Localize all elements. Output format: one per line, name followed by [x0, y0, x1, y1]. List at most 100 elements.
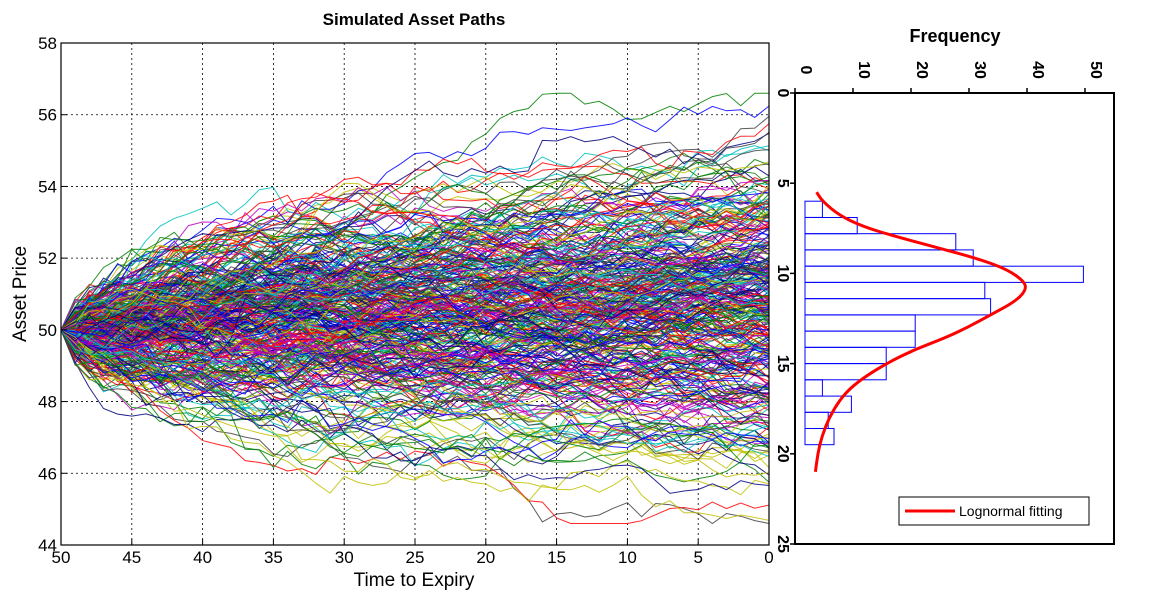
asset-path-line	[60, 274, 770, 352]
asset-path-line	[60, 261, 770, 331]
histogram-x-tick-label: 20	[913, 61, 930, 79]
histogram-y-tick-label: 5	[774, 179, 791, 188]
asset-path-line	[60, 272, 770, 336]
asset-path-line	[60, 197, 770, 331]
histogram-y-tick-label: 0	[774, 89, 791, 98]
paths-x-tick-label: 25	[406, 548, 425, 567]
asset-path-line	[60, 192, 770, 331]
asset-path-line	[60, 329, 770, 483]
asset-path-line	[60, 141, 770, 331]
histogram-bar	[804, 346, 887, 365]
asset-path-line	[60, 213, 770, 340]
asset-path-line	[60, 329, 770, 452]
asset-path-line	[60, 329, 770, 521]
asset-path-line	[60, 297, 770, 354]
asset-path-line	[60, 329, 770, 398]
asset-path-line	[60, 198, 770, 331]
histogram-bar	[804, 363, 887, 381]
asset-path-line	[60, 329, 770, 431]
asset-path-line	[60, 218, 770, 338]
paths-y-axis-label: Asset Price	[10, 246, 31, 342]
asset-path-line	[60, 329, 770, 524]
asset-path-line	[60, 329, 770, 470]
histogram-bar	[804, 281, 986, 300]
histogram-bar	[804, 395, 852, 413]
asset-path-line	[60, 162, 770, 331]
asset-path-line	[60, 329, 770, 494]
asset-path-line	[60, 149, 770, 331]
asset-path-line	[60, 200, 770, 331]
paths-x-tick-label: 15	[547, 548, 566, 567]
histogram-title: Frequency	[909, 26, 1000, 46]
asset-path-line	[60, 243, 770, 338]
paths-lines	[60, 92, 770, 525]
histogram-bar	[804, 298, 992, 316]
asset-path-line	[60, 297, 770, 392]
histogram-y-tick-label: 15	[774, 355, 791, 373]
asset-path-line	[60, 329, 770, 525]
histogram-bar	[804, 200, 823, 218]
asset-path-line	[60, 182, 770, 331]
paths-x-tick-label: 50	[52, 548, 71, 567]
asset-path-line	[60, 221, 770, 331]
paths-x-tick-label: 10	[618, 548, 637, 567]
histogram-bar	[804, 330, 916, 348]
asset-path-line	[60, 190, 770, 331]
lognormal-fit-curve	[813, 191, 1027, 472]
asset-path-line	[60, 260, 770, 357]
paths-x-tick-label: 5	[693, 548, 702, 567]
asset-path-line	[60, 301, 770, 357]
asset-path-line	[60, 329, 770, 402]
asset-path-line	[60, 329, 770, 375]
asset-path-line	[60, 329, 770, 387]
asset-path-line	[60, 170, 770, 331]
asset-path-line	[60, 329, 770, 454]
asset-path-line	[60, 211, 770, 331]
asset-path-line	[60, 329, 770, 464]
histogram-x-tick-label: 10	[855, 61, 872, 79]
asset-path-line	[60, 320, 770, 386]
asset-path-line	[60, 266, 770, 355]
paths-y-tick-label: 56	[38, 106, 57, 125]
paths-y-tick-label: 54	[38, 177, 57, 196]
histogram-plot-frame	[794, 92, 1115, 545]
paths-y-tick-label: 50	[38, 321, 57, 340]
asset-path-line	[60, 212, 770, 331]
asset-path-line	[60, 322, 770, 390]
asset-path-line	[60, 294, 770, 396]
paths-x-tick-label: 0	[764, 548, 773, 567]
asset-path-line	[60, 200, 770, 331]
asset-path-line	[60, 161, 770, 331]
asset-path-line	[60, 280, 770, 386]
asset-path-line	[60, 123, 770, 335]
paths-x-axis-label: Time to Expiry	[354, 570, 475, 591]
paths-y-tick-label: 58	[38, 34, 57, 53]
histogram-y-tick-label: 25	[774, 535, 791, 553]
asset-path-line	[60, 256, 770, 331]
histogram-y-tick-label: 10	[774, 265, 791, 283]
asset-path-line	[60, 234, 770, 331]
asset-path-line	[60, 329, 770, 476]
paths-y-tick-label: 48	[38, 393, 57, 412]
asset-path-line	[60, 219, 770, 331]
asset-path-line	[60, 294, 770, 345]
asset-path-line	[60, 229, 770, 334]
asset-path-line	[60, 265, 770, 338]
asset-path-line	[60, 208, 770, 343]
asset-path-line	[60, 266, 770, 352]
histogram-x-tick-label: 50	[1087, 61, 1104, 79]
asset-path-line	[60, 204, 770, 331]
histogram-legend: Lognormal fitting	[898, 496, 1090, 526]
paths-x-tick-label: 45	[122, 548, 141, 567]
histogram-x-tick-label: 30	[971, 61, 988, 79]
histogram-ticks: 0 10 20 30 40 50 0 5 10 15 20 25	[774, 61, 1104, 553]
histogram-bar	[804, 249, 974, 267]
histogram-x-tick-label: 40	[1029, 61, 1046, 79]
histogram-bar	[804, 379, 823, 397]
histogram-y-tick-label: 20	[774, 445, 791, 463]
paths-x-tick-label: 35	[264, 548, 283, 567]
asset-path-line	[60, 329, 770, 446]
paths-y-tick-label: 46	[38, 464, 57, 483]
asset-path-line	[60, 329, 770, 423]
